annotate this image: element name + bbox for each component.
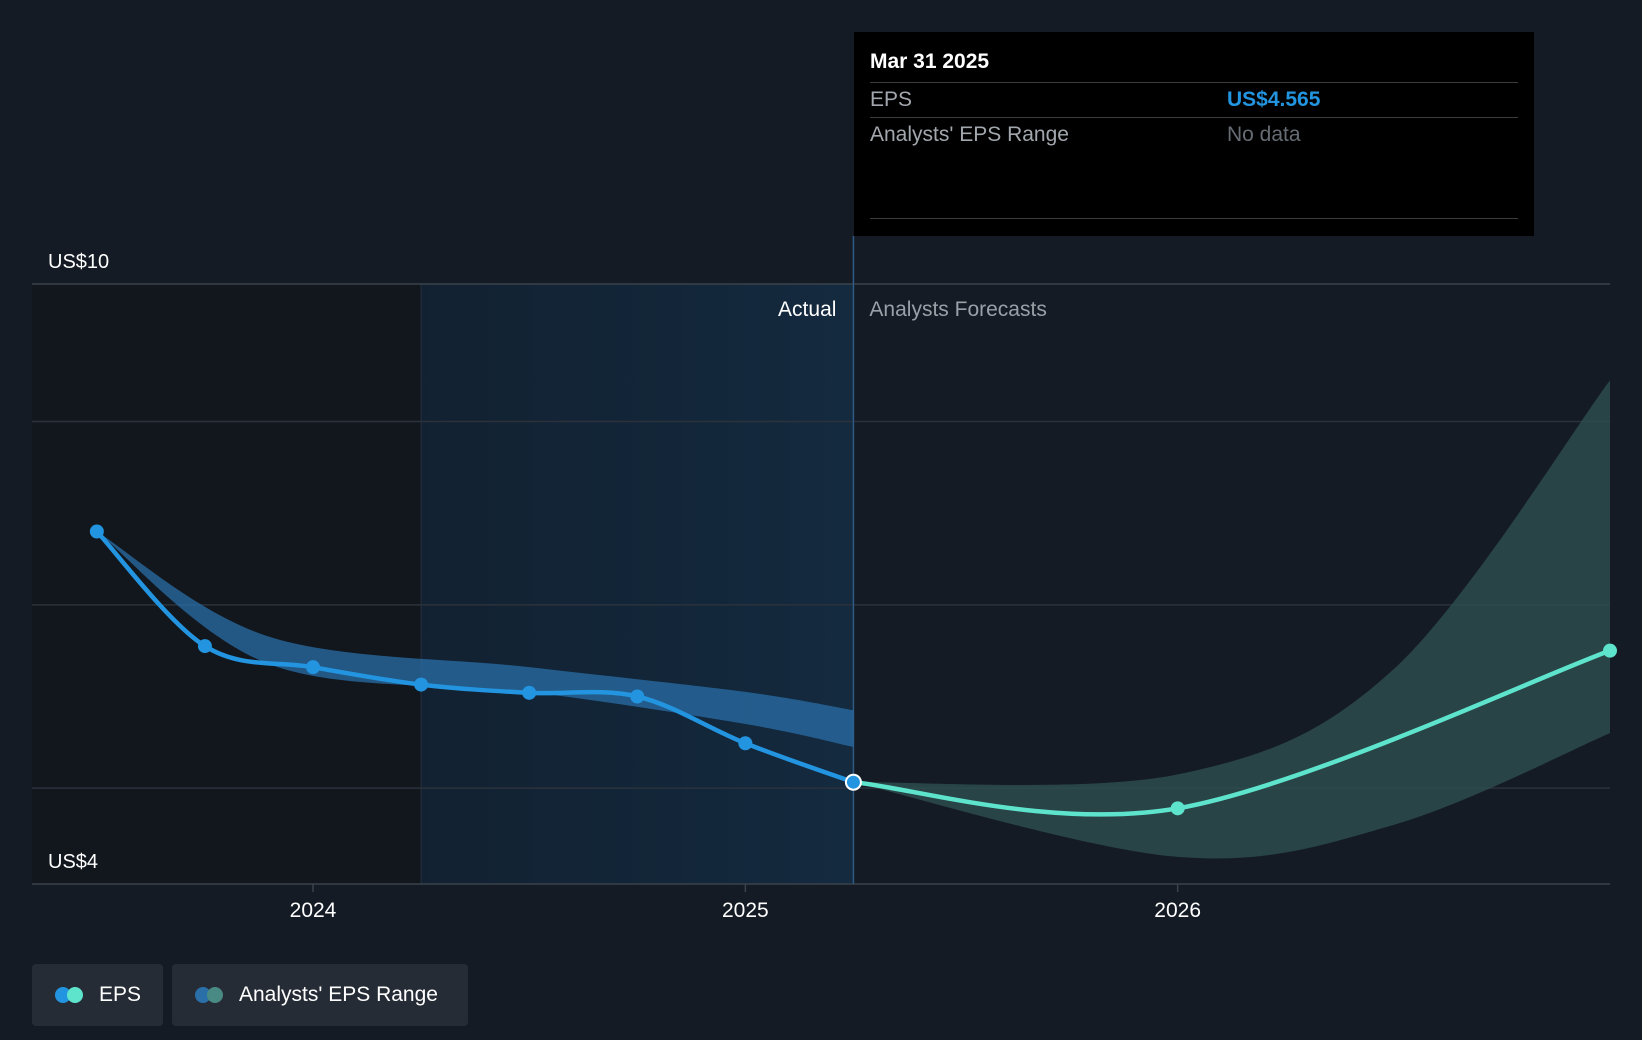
eps-point bbox=[197, 639, 212, 654]
tooltip-range-row: Analysts' EPS Range No data bbox=[870, 118, 1518, 152]
eps-point bbox=[738, 736, 753, 751]
actual-label: Actual bbox=[778, 298, 836, 321]
forecast-point bbox=[1170, 801, 1185, 816]
x-tick-label: 2024 bbox=[290, 899, 337, 922]
tooltip-range-label: Analysts' EPS Range bbox=[870, 123, 1069, 146]
legend-range-label: Analysts' EPS Range bbox=[239, 983, 438, 1006]
tooltip-date: Mar 31 2025 bbox=[870, 32, 1518, 83]
forecast-label: Analysts Forecasts bbox=[869, 298, 1046, 321]
highlight-region bbox=[421, 284, 854, 884]
eps-forecast-line bbox=[851, 648, 1613, 817]
legend-eps[interactable]: EPS bbox=[32, 964, 163, 1026]
forecast-range-band bbox=[853, 380, 1610, 859]
x-tick-label: 2026 bbox=[1154, 899, 1201, 922]
tooltip-divider bbox=[870, 218, 1518, 219]
eps-point bbox=[306, 660, 321, 675]
tooltip-range-value: No data bbox=[1227, 123, 1301, 146]
highlighted-point bbox=[844, 773, 862, 791]
eps-point bbox=[522, 685, 537, 700]
tooltip-eps-value: US$4.565 bbox=[1227, 88, 1321, 111]
eps-point bbox=[630, 689, 645, 704]
past-range-band bbox=[96, 531, 854, 747]
eps-point bbox=[414, 677, 429, 692]
tooltip: Mar 31 2025 EPS US$4.565 Analysts' EPS R… bbox=[854, 32, 1534, 236]
eps-point bbox=[89, 524, 104, 539]
legend-eps-label: EPS bbox=[99, 983, 142, 1006]
tooltip-eps-label: EPS bbox=[870, 88, 913, 111]
tooltip-eps-row: EPS US$4.565 bbox=[870, 83, 1518, 118]
y-label-bottom: US$4 bbox=[48, 851, 98, 873]
eps-legend-icon bbox=[55, 986, 87, 1004]
y-label-top: US$10 bbox=[48, 251, 109, 273]
forecast-point bbox=[1603, 643, 1617, 658]
range-legend-icon bbox=[195, 986, 227, 1004]
x-tick-label: 2025 bbox=[722, 899, 769, 922]
past-background bbox=[32, 284, 422, 884]
legend-range[interactable]: Analysts' EPS Range bbox=[172, 964, 468, 1026]
